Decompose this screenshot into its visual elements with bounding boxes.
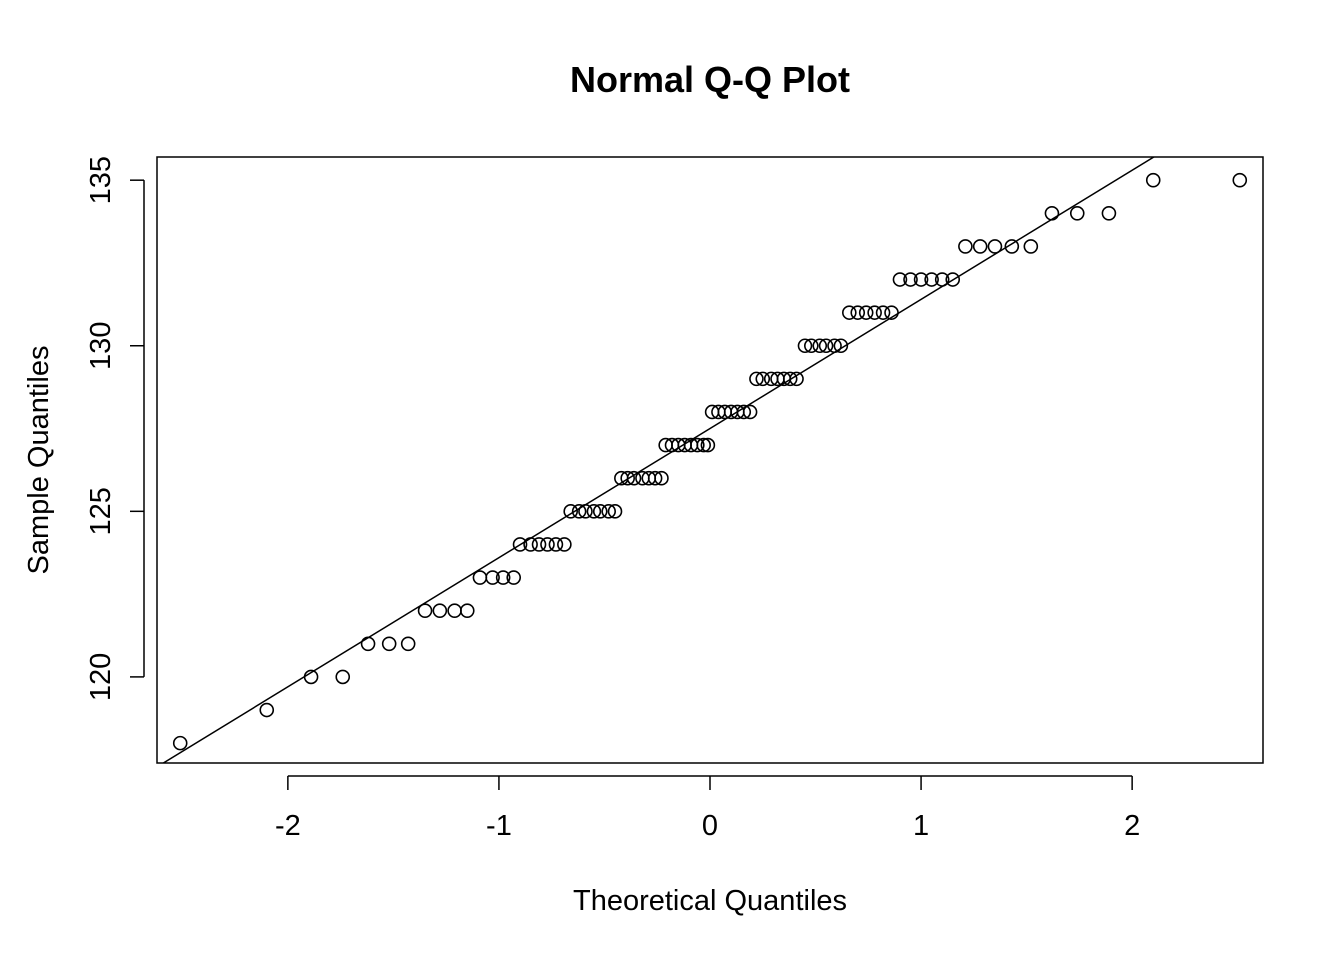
data-point bbox=[903, 272, 918, 287]
data-point bbox=[523, 537, 538, 552]
data-point bbox=[972, 239, 988, 254]
data-point bbox=[647, 470, 663, 486]
x-tick-label: 1 bbox=[913, 810, 929, 842]
qq-reference-line bbox=[161, 157, 1156, 763]
data-point bbox=[548, 537, 564, 552]
data-point bbox=[884, 305, 899, 320]
data-point bbox=[654, 470, 669, 486]
data-point bbox=[690, 437, 705, 453]
data-point bbox=[381, 636, 397, 652]
data-point bbox=[818, 338, 834, 354]
data-point bbox=[842, 305, 857, 320]
x-tick-label: 0 bbox=[702, 810, 718, 842]
data-point bbox=[987, 239, 1003, 254]
data-point bbox=[1069, 205, 1085, 221]
y-tick-label: 125 bbox=[85, 487, 117, 535]
x-tick-label: -1 bbox=[486, 810, 512, 842]
data-point bbox=[812, 338, 828, 354]
y-tick-label: 120 bbox=[85, 653, 117, 701]
data-point bbox=[360, 636, 376, 652]
x-axis: -2 -1 0 1 2 bbox=[275, 775, 1140, 842]
data-point bbox=[850, 305, 866, 320]
data-point bbox=[571, 504, 587, 519]
data-point bbox=[696, 437, 711, 453]
data-point bbox=[858, 305, 874, 320]
x-tick-label: -2 bbox=[275, 810, 301, 842]
data-point bbox=[827, 338, 842, 354]
chart-title: Normal Q-Q Plot bbox=[570, 59, 850, 100]
data-point bbox=[335, 669, 351, 685]
data-point bbox=[789, 371, 804, 387]
data-point bbox=[913, 272, 929, 287]
plot-frame bbox=[156, 156, 1264, 764]
data-point bbox=[586, 504, 602, 519]
data-point bbox=[804, 338, 819, 354]
data-point bbox=[495, 570, 511, 585]
data-point bbox=[736, 404, 752, 420]
data-point bbox=[303, 669, 319, 685]
data-point bbox=[512, 537, 528, 552]
data-point bbox=[447, 603, 462, 618]
data-point bbox=[472, 570, 488, 585]
y-axis-label: Sample Quantiles bbox=[23, 346, 55, 575]
data-point bbox=[782, 371, 798, 387]
data-point bbox=[1101, 205, 1117, 221]
y-axis: 120 125 130 135 bbox=[85, 156, 145, 701]
data-point bbox=[1023, 239, 1039, 254]
data-point bbox=[417, 603, 433, 618]
data-point bbox=[742, 404, 758, 420]
data-point bbox=[700, 437, 716, 453]
data-point bbox=[563, 504, 578, 519]
data-point bbox=[400, 636, 416, 652]
data-point bbox=[592, 504, 608, 519]
data-point bbox=[531, 537, 547, 552]
reference-line-layer bbox=[161, 157, 1156, 763]
data-point bbox=[432, 603, 448, 618]
data-point bbox=[506, 570, 522, 585]
data-point bbox=[958, 239, 973, 254]
data-point bbox=[875, 305, 891, 320]
data-point bbox=[755, 371, 771, 387]
data-point bbox=[1145, 172, 1161, 188]
data-point bbox=[749, 371, 764, 387]
data-point bbox=[924, 272, 939, 287]
data-point bbox=[607, 504, 623, 519]
data-point bbox=[172, 735, 188, 751]
data-point bbox=[459, 603, 475, 618]
data-point bbox=[578, 504, 593, 519]
data-point bbox=[485, 570, 500, 585]
data-point bbox=[797, 338, 813, 354]
data-point bbox=[620, 470, 635, 486]
data-point bbox=[626, 470, 642, 486]
data-point bbox=[1044, 205, 1060, 221]
data-point bbox=[833, 338, 849, 354]
data-point bbox=[557, 537, 572, 552]
points-layer bbox=[172, 172, 1248, 751]
data-point bbox=[867, 305, 882, 320]
x-axis-label: Theoretical Quantiles bbox=[573, 885, 847, 917]
data-point bbox=[945, 272, 961, 287]
data-point bbox=[934, 272, 950, 287]
data-point bbox=[540, 537, 555, 552]
data-point bbox=[601, 504, 616, 519]
data-point bbox=[892, 272, 908, 287]
data-point bbox=[1232, 172, 1248, 188]
y-tick-label: 135 bbox=[85, 156, 117, 204]
data-point bbox=[1004, 239, 1020, 254]
y-tick-label: 130 bbox=[85, 322, 117, 370]
data-point bbox=[259, 702, 275, 718]
x-tick-label: 2 bbox=[1124, 810, 1140, 842]
